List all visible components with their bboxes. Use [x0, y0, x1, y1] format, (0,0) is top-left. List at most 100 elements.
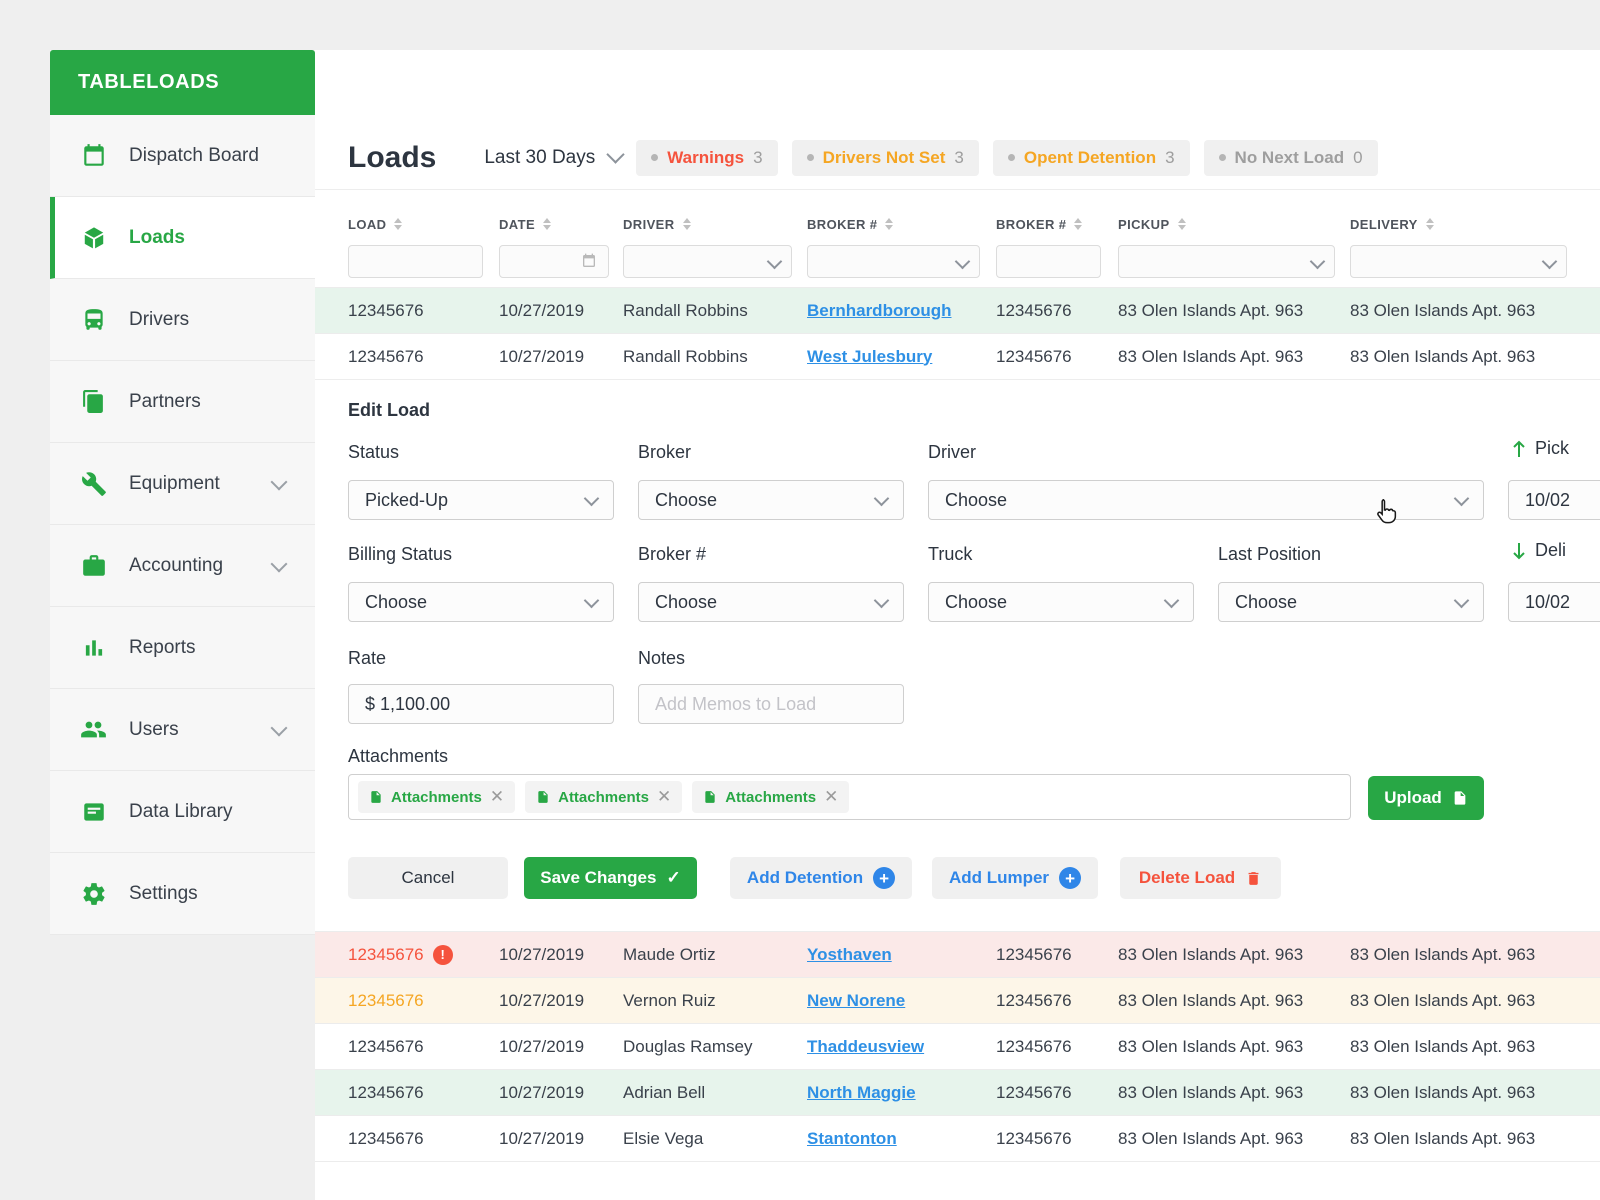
broker-link[interactable]: New Norene [807, 990, 906, 1010]
cell-delivery: 83 Olen Islands Apt. 963 [1350, 300, 1536, 320]
sort-icon [885, 218, 894, 230]
archive-icon [80, 798, 107, 825]
filter-input-broker-num[interactable] [996, 244, 1101, 278]
sidebar-item-reports[interactable]: Reports [50, 607, 315, 689]
add-lumper-button[interactable]: Add Lumper + [932, 857, 1098, 899]
truck-select[interactable]: Choose [928, 582, 1194, 622]
filter-pill-warnings[interactable]: Warnings 3 [636, 139, 778, 176]
last-position-select[interactable]: Choose [1218, 582, 1484, 622]
cancel-button[interactable]: Cancel [348, 857, 508, 899]
remove-attachment-icon[interactable]: ✕ [489, 787, 505, 806]
attachment-chip[interactable]: Attachments ✕ [358, 781, 516, 813]
cell-pickup: 83 Olen Islands Apt. 963 [1118, 944, 1304, 964]
broker-link[interactable]: Yosthaven [807, 944, 892, 964]
column-header-broker-num[interactable]: BROKER # [996, 217, 1118, 232]
gear-icon [80, 880, 107, 907]
sidebar-item-drivers[interactable]: Drivers [50, 279, 315, 361]
broker-link[interactable]: West Julesbury [807, 346, 933, 366]
cell-load: 12345676 [348, 944, 424, 964]
pill-label: No Next Load [1234, 147, 1345, 167]
sidebar-item-label: Settings [129, 882, 198, 904]
status-select[interactable]: Picked-Up [348, 480, 614, 520]
broker-select[interactable]: Choose [638, 480, 904, 520]
filter-select-broker[interactable] [807, 244, 980, 278]
date-range-dropdown[interactable]: Last 30 Days [484, 145, 625, 169]
filter-input-load[interactable] [348, 244, 483, 278]
sidebar-item-users[interactable]: Users [50, 689, 315, 771]
save-changes-button[interactable]: Save Changes ✓ [524, 857, 697, 899]
table-filter-row [315, 244, 1600, 278]
table-row[interactable]: 12345676 10/27/2019 Douglas Ramsey Thadd… [315, 1023, 1600, 1069]
filter-pill-opent-detention[interactable]: Opent Detention 3 [992, 139, 1190, 176]
warning-icon: ! [432, 944, 453, 965]
driver-select[interactable]: Choose [928, 480, 1484, 520]
cell-delivery: 83 Olen Islands Apt. 963 [1350, 990, 1536, 1010]
table-row[interactable]: 12345676! 10/27/2019 Maude Ortiz Yosthav… [315, 931, 1600, 977]
sidebar-item-data-library[interactable]: Data Library [50, 771, 315, 853]
sidebar-item-label: Data Library [129, 800, 233, 822]
delivery-date-label: Deli [1511, 540, 1566, 561]
calendar-icon [80, 142, 107, 169]
sidebar-item-accounting[interactable]: Accounting [50, 525, 315, 607]
attachments-field[interactable]: Attachments ✕ Attachments ✕ Attachments … [348, 774, 1351, 820]
column-header-pickup[interactable]: PICKUP [1118, 217, 1350, 232]
chevron-down-icon [766, 253, 783, 269]
broker-link[interactable]: North Maggie [807, 1082, 916, 1102]
filter-select-delivery[interactable] [1350, 244, 1567, 278]
bar-chart-icon [80, 634, 107, 661]
billing-status-select[interactable]: Choose [348, 582, 614, 622]
cell-load: 12345676 [348, 990, 424, 1010]
filter-select-pickup[interactable] [1118, 244, 1335, 278]
add-detention-button[interactable]: Add Detention + [730, 857, 912, 899]
pickup-date-input[interactable]: 10/02 [1508, 480, 1600, 520]
attachment-chip[interactable]: Attachments ✕ [692, 781, 850, 813]
table-row[interactable]: 12345676 10/27/2019 Vernon Ruiz New Nore… [315, 977, 1600, 1023]
cell-load: 12345676 [348, 1036, 424, 1056]
delete-load-button[interactable]: Delete Load [1120, 857, 1281, 899]
column-header-date[interactable]: DATE [499, 217, 623, 232]
chevron-down-icon [1309, 253, 1326, 269]
remove-attachment-icon[interactable]: ✕ [824, 787, 839, 806]
cell-driver: Randall Robbins [623, 346, 748, 366]
sidebar-item-equipment[interactable]: Equipment [50, 443, 315, 525]
broker-num-select[interactable]: Choose [638, 582, 904, 622]
column-header-delivery[interactable]: DELIVERY [1350, 217, 1600, 232]
attachment-chip[interactable]: Attachments ✕ [525, 781, 683, 813]
table-row[interactable]: 12345676 10/27/2019 Randall Robbins West… [315, 333, 1600, 379]
pill-label: Drivers Not Set [822, 147, 946, 167]
people-icon [80, 716, 107, 743]
sort-icon [1425, 218, 1434, 230]
sidebar-item-dispatch-board[interactable]: Dispatch Board [50, 115, 315, 197]
rate-input[interactable]: $ 1,100.00 [348, 684, 614, 724]
table-row-divider [315, 1161, 1600, 1200]
pickup-date-label: Pick [1511, 438, 1569, 459]
filter-pill-no-next-load[interactable]: No Next Load 0 [1203, 139, 1378, 176]
dot-icon [1007, 154, 1015, 161]
cell-date: 10/27/2019 [499, 300, 585, 320]
notes-input[interactable]: Add Memos to Load [638, 684, 904, 724]
filter-select-driver[interactable] [623, 244, 792, 278]
column-header-load[interactable]: LOAD [348, 217, 499, 232]
column-header-broker[interactable]: BROKER # [807, 217, 996, 232]
truck-label: Truck [928, 544, 973, 564]
table-row[interactable]: 12345676 10/27/2019 Adrian Bell North Ma… [315, 1069, 1600, 1115]
rate-label: Rate [348, 648, 387, 668]
table-row[interactable]: 12345676 10/27/2019 Randall Robbins Bern… [315, 287, 1600, 333]
filter-pill-drivers-not-set[interactable]: Drivers Not Set 3 [791, 139, 979, 176]
remove-attachment-icon[interactable]: ✕ [656, 787, 672, 806]
sidebar-item-settings[interactable]: Settings [50, 853, 315, 935]
cell-broker-num: 12345676 [996, 990, 1072, 1010]
cell-pickup: 83 Olen Islands Apt. 963 [1118, 1036, 1304, 1056]
sidebar-item-loads[interactable]: Loads [50, 197, 315, 279]
plus-circle-icon: + [873, 867, 896, 889]
delivery-date-input[interactable]: 10/02 [1508, 582, 1600, 622]
table-row[interactable]: 12345676 10/27/2019 Elsie Vega Stantonto… [315, 1115, 1600, 1161]
broker-link[interactable]: Stantonton [807, 1128, 897, 1148]
filter-input-date[interactable] [499, 244, 609, 278]
broker-link[interactable]: Bernhardborough [807, 300, 952, 320]
cell-date: 10/27/2019 [499, 944, 585, 964]
upload-button[interactable]: Upload [1368, 776, 1484, 820]
column-header-driver[interactable]: DRIVER [623, 217, 807, 232]
sidebar-item-partners[interactable]: Partners [50, 361, 315, 443]
broker-link[interactable]: Thaddeusview [807, 1036, 925, 1056]
